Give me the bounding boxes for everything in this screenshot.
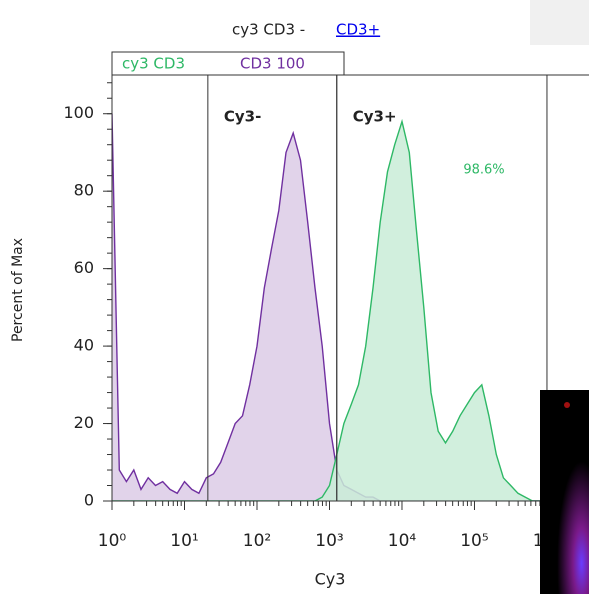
x-tick-label: 10⁴: [388, 531, 417, 551]
y-tick-label: 0: [84, 491, 94, 510]
thumbnail-image: [540, 390, 589, 594]
y-tick-label: 80: [74, 181, 94, 200]
legend-entry: CD3 100: [240, 55, 305, 73]
y-tick-label: 40: [74, 336, 94, 355]
gate-label: Cy3+: [353, 108, 397, 126]
x-axis-label: Cy3: [315, 570, 346, 589]
x-tick-label: 10⁵: [460, 531, 488, 551]
x-tick-label: 10²: [243, 531, 271, 551]
y-tick-label: 20: [74, 413, 94, 432]
legend-entry: cy3 CD3: [122, 55, 185, 73]
chart-title: cy3 CD3 -: [232, 21, 305, 39]
series-line: [112, 113, 547, 501]
plot-area: [112, 75, 548, 501]
gate-label: Cy3-: [224, 108, 261, 126]
x-tick-label: 10¹: [170, 531, 198, 551]
x-tick-label: 10⁰: [98, 531, 127, 551]
thumbnail-spot: [564, 402, 570, 408]
title-link[interactable]: CD3+: [336, 21, 380, 39]
toolbar-area: [530, 0, 589, 45]
x-tick-label: 10³: [315, 531, 343, 551]
y-axis-label: Percent of Max: [10, 238, 26, 342]
y-tick-label: 60: [74, 258, 94, 277]
series-line: [112, 118, 547, 501]
gate-percent: 98.6%: [463, 163, 504, 178]
y-tick-label: 100: [63, 103, 94, 122]
